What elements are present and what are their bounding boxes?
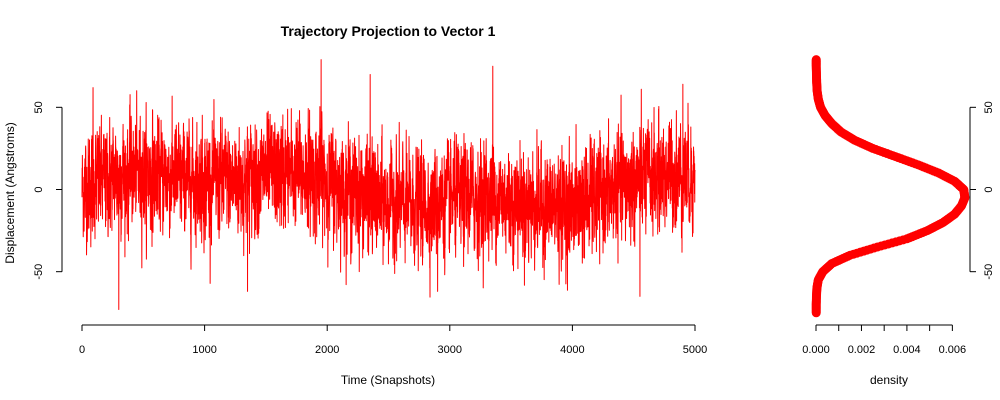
y-tick-label: -50 [33, 264, 45, 280]
y-axis-label: Displacement (Angstroms) [3, 122, 17, 263]
y-tick-label: 0 [33, 186, 45, 192]
x-tick-label: 1000 [192, 344, 216, 356]
y-tick-label: 50 [33, 101, 45, 113]
trajectory-line [81, 59, 696, 310]
x-tick-label: 0 [79, 344, 85, 356]
density-panel: 0.000 0.002 0.004 0.006 -50 0 50 density [802, 55, 995, 387]
density-y-axis: -50 0 50 [969, 101, 995, 280]
displacement-y-axis: -50 0 50 [33, 101, 63, 280]
density-y-tick-label: 50 [983, 101, 995, 113]
density-y-tick-label: 0 [983, 186, 995, 192]
density-x-tick-label: 0.002 [848, 344, 876, 356]
density-x-tick-label: 0.006 [939, 344, 967, 356]
density-x-tick-label: 0.004 [893, 344, 921, 356]
density-x-tick-label: 0.000 [802, 344, 830, 356]
trajectory-panel: Trajectory Projection to Vector 1 0 1000 2… [3, 23, 707, 387]
x-tick-label: 4000 [560, 344, 584, 356]
density-point [811, 55, 821, 65]
x-tick-label: 2000 [315, 344, 339, 356]
chart-title: Trajectory Projection to Vector 1 [281, 23, 496, 39]
x-tick-label: 3000 [438, 344, 462, 356]
density-x-axis: 0.000 0.002 0.004 0.006 [802, 324, 967, 356]
trajectory-series [81, 59, 696, 310]
x-axis-label: Time (Snapshots) [341, 373, 435, 387]
density-axis-label: density [870, 373, 908, 387]
time-x-axis: 0 1000 2000 3000 4000 5000 [79, 324, 707, 356]
x-tick-label: 5000 [683, 344, 707, 356]
density-y-tick-label: -50 [983, 264, 995, 280]
density-curve [811, 55, 970, 318]
